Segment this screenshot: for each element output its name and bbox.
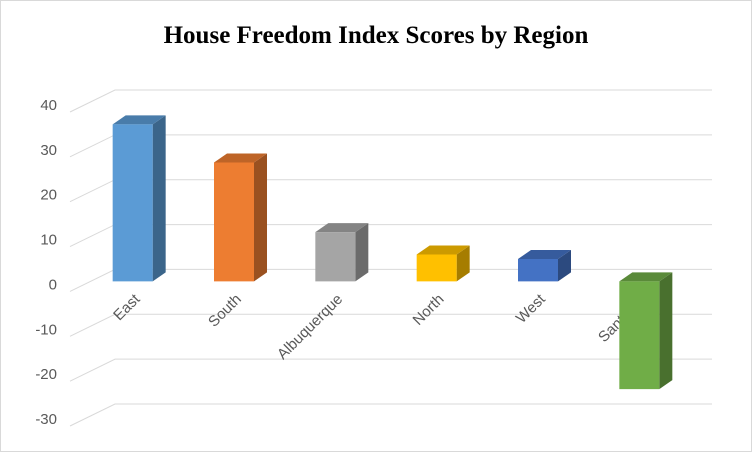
y-tick-label: 10 — [40, 232, 57, 249]
bar-face — [214, 153, 267, 163]
bar-face — [416, 245, 470, 255]
y-tick-label: 20 — [40, 187, 57, 204]
grid-line — [69, 89, 712, 113]
chart-title: House Freedom Index Scores by Region — [164, 22, 589, 49]
bar-face — [518, 250, 571, 259]
bar — [214, 153, 267, 282]
bar-face — [315, 232, 356, 282]
grid-line — [69, 403, 712, 427]
bar-face — [254, 153, 267, 282]
bar — [518, 250, 571, 282]
y-tick-label: 30 — [40, 142, 57, 159]
grid-line — [69, 313, 712, 337]
bar-face — [456, 245, 470, 282]
y-tick-label: -20 — [35, 366, 57, 383]
bar-face — [152, 115, 166, 282]
grid-line — [69, 358, 712, 382]
bar-face — [112, 115, 166, 125]
bar — [315, 223, 369, 282]
bar — [619, 272, 673, 390]
bar-face — [659, 272, 673, 390]
bar-face — [214, 162, 254, 282]
bar-face — [619, 272, 673, 282]
bar-face — [558, 250, 571, 282]
y-tick-label: -30 — [35, 411, 57, 428]
bar-face — [112, 124, 153, 282]
bar-face — [355, 223, 369, 282]
bar — [416, 245, 470, 282]
y-tick-label: 40 — [40, 97, 57, 114]
bar-face — [619, 281, 660, 390]
bar-face — [518, 259, 558, 282]
y-tick-label: -10 — [35, 321, 57, 338]
bar — [112, 115, 166, 282]
y-tick-label: 0 — [49, 276, 57, 293]
bar-face — [416, 254, 457, 282]
bar-face — [315, 223, 369, 233]
